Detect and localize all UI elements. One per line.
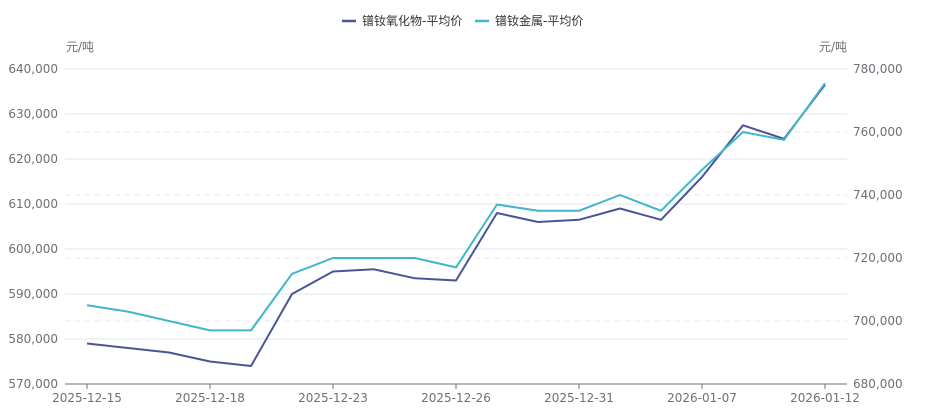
legend-label: 镨钕氧化物-平均价 bbox=[362, 13, 462, 28]
left-tick-label: 610,000 bbox=[8, 197, 58, 211]
x-tick-label: 2025-12-23 bbox=[298, 391, 368, 405]
legend[interactable]: 镨钕氧化物-平均价 镨钕金属-平均价 bbox=[342, 13, 583, 28]
x-tick-label: 2026-01-07 bbox=[667, 391, 737, 405]
x-axis: 2025-12-15 2025-12-18 2025-12-23 2025-12-26… bbox=[52, 383, 860, 405]
legend-label: 镨钕金属-平均价 bbox=[495, 13, 583, 28]
left-axis-unit: 元/吨 bbox=[66, 40, 94, 54]
right-tick-label: 680,000 bbox=[853, 377, 903, 391]
left-tick-label: 620,000 bbox=[8, 152, 58, 166]
left-tick-label: 570,000 bbox=[8, 377, 58, 391]
legend-item-oxide[interactable]: 镨钕氧化物-平均价 bbox=[342, 13, 462, 28]
x-tick-label: 2025-12-31 bbox=[544, 391, 614, 405]
x-tick-label: 2025-12-26 bbox=[421, 391, 491, 405]
right-axis-unit: 元/吨 bbox=[819, 40, 847, 54]
right-tick-label: 700,000 bbox=[853, 314, 903, 328]
right-y-axis: 680,000 700,000 720,000 740,000 760,000 780,0… bbox=[853, 62, 903, 391]
left-tick-label: 600,000 bbox=[8, 242, 58, 256]
series-line-metal bbox=[86, 82, 826, 332]
x-tick-label: 2026-01-12 bbox=[790, 391, 860, 405]
right-tick-label: 760,000 bbox=[853, 125, 903, 139]
left-tick-label: 630,000 bbox=[8, 107, 58, 121]
series-lines bbox=[86, 82, 826, 367]
left-y-axis: 570,000 580,000 590,000 600,000 610,000 620,0… bbox=[8, 62, 58, 391]
series-line-oxide bbox=[86, 84, 826, 367]
left-tick-label: 580,000 bbox=[8, 332, 58, 346]
left-tick-label: 590,000 bbox=[8, 287, 58, 301]
grid bbox=[65, 68, 847, 340]
right-tick-label: 780,000 bbox=[853, 62, 903, 76]
left-tick-label: 640,000 bbox=[8, 62, 58, 76]
legend-item-metal[interactable]: 镨钕金属-平均价 bbox=[475, 13, 583, 28]
right-tick-label: 720,000 bbox=[853, 251, 903, 265]
right-tick-label: 740,000 bbox=[853, 188, 903, 202]
x-tick-label: 2025-12-18 bbox=[175, 391, 245, 405]
x-tick-label: 2025-12-15 bbox=[52, 391, 122, 405]
